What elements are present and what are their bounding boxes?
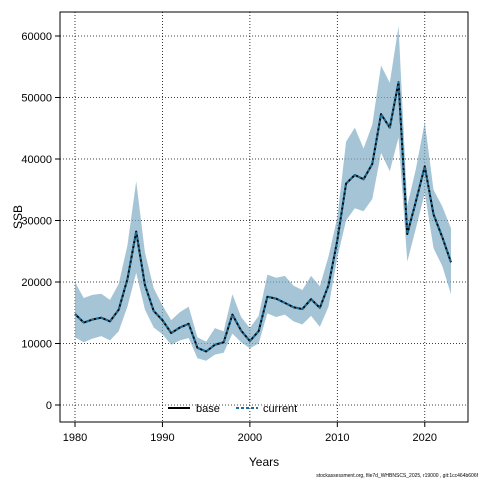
x-tick-label: 2000 [238, 432, 262, 444]
plot-frame [59, 11, 469, 423]
x-tick-label: 2020 [413, 432, 437, 444]
series-lines [74, 81, 452, 353]
legend-base-label: base [196, 403, 220, 415]
y-tick-label: 0 [46, 400, 52, 412]
x-tick-label: 1990 [150, 432, 174, 444]
x-tick-label: 2010 [325, 432, 349, 444]
legend: base current [168, 403, 297, 415]
footer-text: stockassessment.org, file7d_WHBNSCS_2025… [316, 473, 478, 479]
series-line-current [74, 81, 452, 353]
y-axis-title: SSB [11, 205, 25, 229]
legend-current-label: current [263, 403, 297, 415]
x-axis-title: Years [249, 455, 279, 469]
y-tick-label: 40000 [21, 154, 52, 166]
y-tick-label: 30000 [21, 216, 52, 228]
x-tick-label: 1980 [63, 432, 87, 444]
y-tick-label: 60000 [21, 31, 52, 43]
x-axis: 1980 1990 2000 2010 2020 [63, 422, 437, 444]
y-tick-label: 50000 [21, 93, 52, 105]
y-axis: 0 10000 20000 30000 40000 50000 60000 [21, 31, 60, 412]
y-tick-label: 10000 [21, 339, 52, 351]
confidence-band [75, 26, 451, 361]
y-tick-label: 20000 [21, 277, 52, 289]
